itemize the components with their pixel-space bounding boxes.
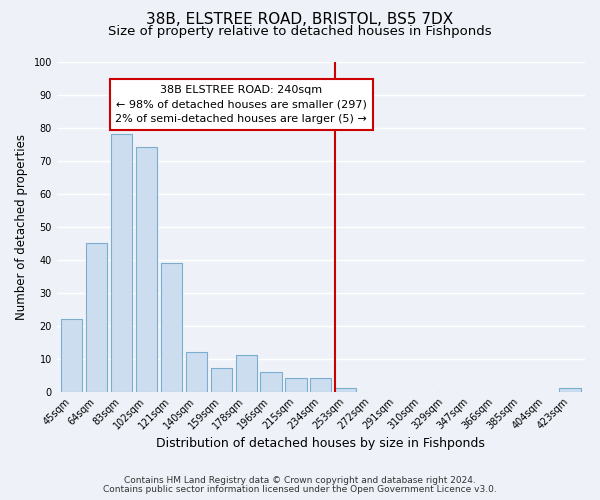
Y-axis label: Number of detached properties: Number of detached properties xyxy=(15,134,28,320)
Bar xyxy=(286,378,307,392)
Bar xyxy=(136,148,157,392)
Bar xyxy=(211,368,232,392)
Bar xyxy=(61,319,82,392)
Bar xyxy=(335,388,356,392)
Bar xyxy=(236,356,257,392)
Text: Size of property relative to detached houses in Fishponds: Size of property relative to detached ho… xyxy=(108,25,492,38)
Text: Contains public sector information licensed under the Open Government Licence v3: Contains public sector information licen… xyxy=(103,485,497,494)
Bar xyxy=(86,243,107,392)
Bar xyxy=(559,388,581,392)
Bar xyxy=(186,352,207,392)
Text: Contains HM Land Registry data © Crown copyright and database right 2024.: Contains HM Land Registry data © Crown c… xyxy=(124,476,476,485)
Text: 38B, ELSTREE ROAD, BRISTOL, BS5 7DX: 38B, ELSTREE ROAD, BRISTOL, BS5 7DX xyxy=(146,12,454,28)
Bar xyxy=(111,134,132,392)
Text: 38B ELSTREE ROAD: 240sqm
← 98% of detached houses are smaller (297)
2% of semi-d: 38B ELSTREE ROAD: 240sqm ← 98% of detach… xyxy=(115,84,367,124)
Bar xyxy=(161,263,182,392)
X-axis label: Distribution of detached houses by size in Fishponds: Distribution of detached houses by size … xyxy=(157,437,485,450)
Bar xyxy=(260,372,281,392)
Bar xyxy=(310,378,331,392)
